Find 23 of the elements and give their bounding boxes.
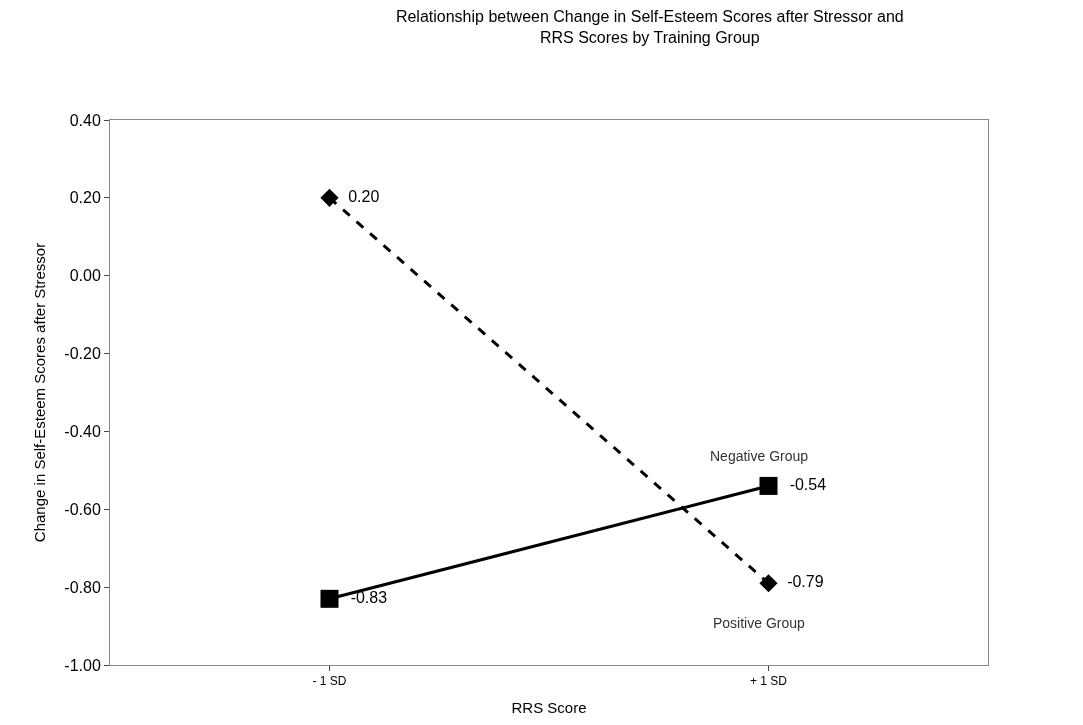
point [320,589,339,608]
x-axis-title: RRS Score [511,699,587,717]
point [320,188,339,207]
chart-title: Relationship between Change in Self-Esteem Scores after Stressor and RRS Scores by Training Group [395,7,904,46]
data-label: -0.83 [341,588,388,606]
point [759,476,778,495]
x-tick-label: + 1 SD [749,674,788,689]
text: Positive Group [713,615,806,631]
y-tick-label: 0.20 [69,189,101,207]
y-tick-label: -1.00 [64,656,101,674]
y-tick-label: 0.00 [69,267,101,285]
x-tick-label: - 1 SD [312,674,347,689]
y-axis-title: Change in Self-Esteem Scores after Stressor [30,242,48,543]
data-label: 0.20 [339,187,380,205]
data-label: -0.54 [780,475,827,493]
y-tick-label: -0.60 [64,500,101,518]
y-tick-label: -0.20 [64,345,101,363]
y-tick-label: 0.40 [69,111,101,129]
y-tick-label: -0.40 [64,423,101,441]
data-label: -0.79 [778,573,824,591]
series-label: Negative Group [710,448,809,464]
point [759,574,778,593]
y-tick-label: -0.80 [64,578,101,596]
